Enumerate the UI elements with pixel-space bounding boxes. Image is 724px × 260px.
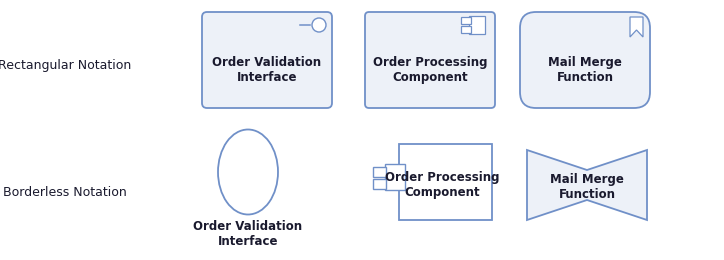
Text: Borderless Notation: Borderless Notation bbox=[3, 185, 127, 198]
Bar bbox=[469, 16, 485, 34]
FancyBboxPatch shape bbox=[520, 12, 650, 108]
Text: Order Validation
Interface: Order Validation Interface bbox=[193, 220, 303, 248]
Circle shape bbox=[312, 18, 326, 32]
Polygon shape bbox=[630, 17, 643, 37]
Text: Order Processing
Component: Order Processing Component bbox=[373, 56, 487, 84]
FancyBboxPatch shape bbox=[365, 12, 495, 108]
Bar bbox=[384, 164, 405, 190]
Bar bbox=[398, 144, 492, 220]
Polygon shape bbox=[527, 150, 647, 220]
Text: Order Processing
Component: Order Processing Component bbox=[384, 171, 500, 199]
Text: Mail Merge
Function: Mail Merge Function bbox=[550, 173, 624, 201]
Text: Mail Merge
Function: Mail Merge Function bbox=[548, 56, 622, 84]
Text: Rectangular Notation: Rectangular Notation bbox=[0, 58, 132, 72]
Bar bbox=[373, 167, 385, 177]
FancyBboxPatch shape bbox=[202, 12, 332, 108]
Bar bbox=[373, 179, 385, 189]
Ellipse shape bbox=[218, 129, 278, 214]
Bar bbox=[461, 26, 471, 33]
Bar bbox=[461, 17, 471, 24]
Text: Order Validation
Interface: Order Validation Interface bbox=[212, 56, 321, 84]
